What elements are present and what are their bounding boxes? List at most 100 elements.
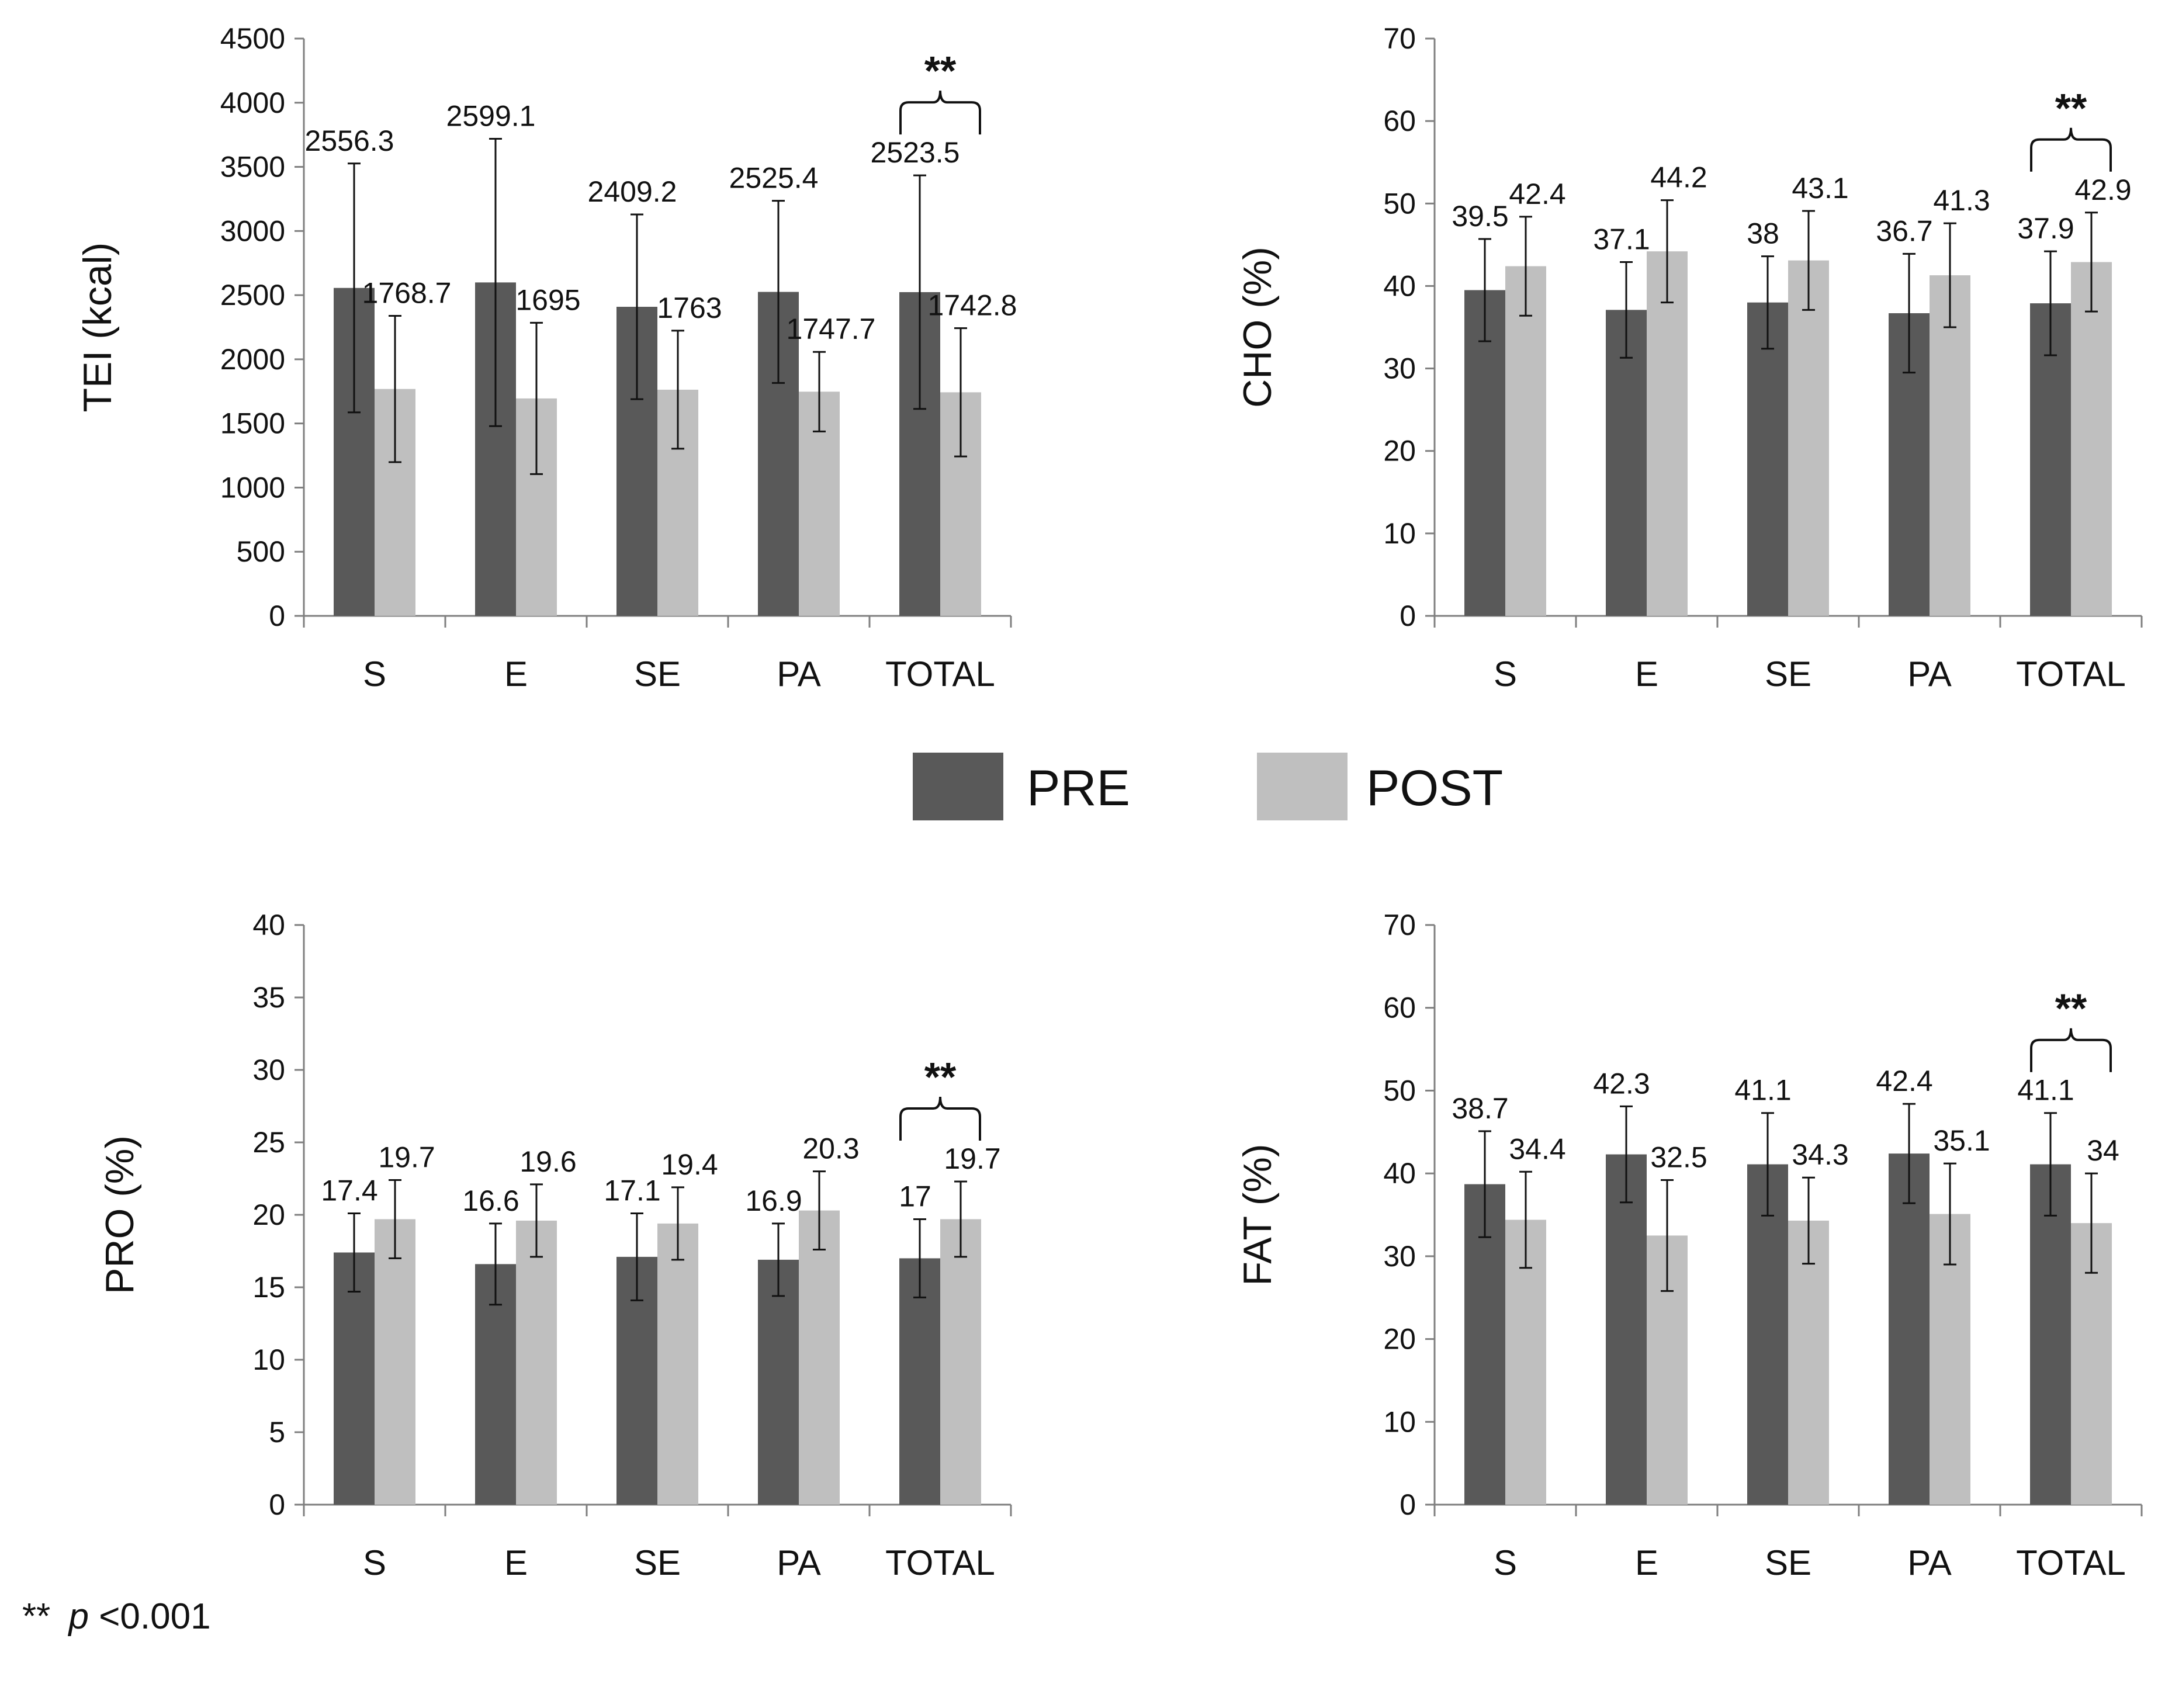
data-label-pre: 38.7: [1452, 1092, 1508, 1125]
data-label-post: 19.7: [378, 1141, 435, 1173]
data-label-pre: 2556.3: [305, 124, 394, 157]
significance-label: **: [2055, 85, 2087, 131]
bar-pre: [1606, 1154, 1647, 1505]
y-tick-label: 0: [269, 1488, 285, 1521]
data-label-pre: 17.4: [321, 1175, 377, 1207]
data-label-pre: 38: [1747, 217, 1779, 250]
data-label-post: 20.3: [802, 1132, 859, 1165]
bar-pre: [1464, 290, 1505, 616]
data-label-post: 34: [2087, 1134, 2119, 1167]
bar-pre: [1889, 1153, 1930, 1505]
data-label-pre: 2525.4: [729, 162, 819, 195]
data-label-post: 19.4: [661, 1148, 718, 1181]
y-tick-label: 2500: [220, 279, 285, 311]
significance-label: **: [2055, 986, 2087, 1031]
bar-pre: [758, 1259, 799, 1505]
bar-pre: [2030, 1164, 2071, 1505]
y-tick-label: 4500: [220, 22, 285, 55]
x-category-label: TOTAL: [2016, 1543, 2126, 1582]
legend-pre-swatch: [913, 753, 1003, 820]
y-tick-label: 30: [1383, 1240, 1416, 1273]
data-label-pre: 42.4: [1876, 1065, 1932, 1097]
y-tick-label: 15: [252, 1271, 285, 1304]
y-tick-label: 20: [1383, 1323, 1416, 1356]
y-tick-label: 70: [1383, 22, 1416, 55]
y-tick-label: 30: [1383, 352, 1416, 385]
y-tick-label: 70: [1383, 909, 1416, 941]
data-label-post: 1747.7: [787, 313, 876, 345]
data-label-pre: 37.9: [2017, 212, 2074, 245]
data-label-post: 35.1: [1933, 1124, 1990, 1157]
data-label-pre: 42.3: [1593, 1067, 1650, 1100]
y-axis-title: FAT (%): [1235, 1144, 1280, 1286]
x-category-label: SE: [634, 1543, 681, 1582]
data-label-pre: 37.1: [1593, 223, 1650, 255]
y-tick-label: 1000: [220, 471, 285, 504]
y-axis-title: PRO (%): [98, 1135, 142, 1294]
bar-post: [1930, 275, 1970, 616]
data-label-pre: 17.1: [604, 1175, 660, 1207]
significance-label: **: [924, 1054, 957, 1100]
y-tick-label: 0: [1400, 600, 1416, 632]
bar-post: [1647, 251, 1688, 616]
x-category-label: E: [504, 1543, 528, 1582]
footnote-stars: **: [22, 1596, 50, 1637]
y-tick-label: 20: [1383, 435, 1416, 467]
data-label-post: 34.3: [1792, 1138, 1848, 1171]
y-tick-label: 500: [237, 535, 285, 568]
bar-post: [1505, 266, 1546, 616]
x-category-label: PA: [1907, 654, 1952, 694]
y-tick-label: 40: [1383, 269, 1416, 302]
y-tick-label: 5: [269, 1416, 285, 1449]
bar-pre: [1747, 302, 1788, 616]
data-label-post: 44.2: [1650, 161, 1707, 194]
bar-post: [799, 1210, 840, 1505]
data-label-post: 43.1: [1792, 172, 1848, 205]
y-tick-label: 3000: [220, 214, 285, 247]
data-label-pre: 2523.5: [871, 136, 960, 169]
y-tick-label: 50: [1383, 187, 1416, 220]
bar-pre: [334, 1252, 375, 1505]
data-label-pre: 17: [899, 1180, 931, 1212]
x-category-label: TOTAL: [2016, 654, 2126, 694]
data-label-post: 32.5: [1650, 1141, 1707, 1173]
legend-pre-label: PRE: [1027, 760, 1130, 816]
data-label-post: 42.9: [2074, 174, 2131, 206]
chart-tei: 0 500 1000 1500 2000 2500 3000 3500 4000 4500 TEI …: [75, 22, 1017, 694]
x-category-label: SE: [634, 654, 681, 694]
x-category-label: SE: [1765, 1543, 1811, 1582]
data-label-post: 34.4: [1509, 1132, 1565, 1165]
data-label-pre: 39.5: [1452, 200, 1508, 233]
x-category-label: TOTAL: [885, 654, 995, 694]
data-label-pre: 16.9: [745, 1184, 802, 1217]
significance-bracket: [899, 1096, 981, 1141]
y-tick-label: 10: [1383, 517, 1416, 550]
bar-post: [657, 1223, 698, 1505]
data-label-post: 19.7: [944, 1142, 1000, 1175]
y-tick-label: 3500: [220, 151, 285, 183]
y-tick-label: 35: [252, 981, 285, 1014]
x-category-label: PA: [777, 654, 821, 694]
data-label-pre: 2409.2: [588, 175, 677, 208]
significance-label: **: [924, 48, 957, 93]
y-tick-label: 40: [252, 909, 285, 941]
data-label-post: 1742.8: [928, 289, 1017, 322]
data-label-post: 41.3: [1933, 184, 1990, 217]
y-tick-label: 30: [252, 1054, 285, 1086]
y-tick-label: 0: [269, 600, 285, 632]
y-tick-label: 60: [1383, 105, 1416, 137]
bar-post: [940, 1219, 981, 1505]
x-category-label: TOTAL: [885, 1543, 995, 1582]
data-label-pre: 36.7: [1876, 214, 1932, 247]
y-tick-label: 60: [1383, 992, 1416, 1024]
legend-post-swatch: [1257, 753, 1348, 820]
y-tick-label: 40: [1383, 1157, 1416, 1190]
footnote: ** p <0.001: [22, 1596, 211, 1637]
chart-cho: 0 10 20 30 40 50 60 70 CHO (%) S 39.542.4 E 37.144.2…: [1235, 22, 2143, 694]
y-tick-label: 10: [1383, 1405, 1416, 1438]
bar-pre: [899, 1258, 940, 1505]
chart-fat: 0 10 20 30 40 50 60 70 FAT (%) S 38.734.4 E 42.3 32.5…: [1235, 909, 2143, 1582]
y-tick-label: 0: [1400, 1488, 1416, 1521]
